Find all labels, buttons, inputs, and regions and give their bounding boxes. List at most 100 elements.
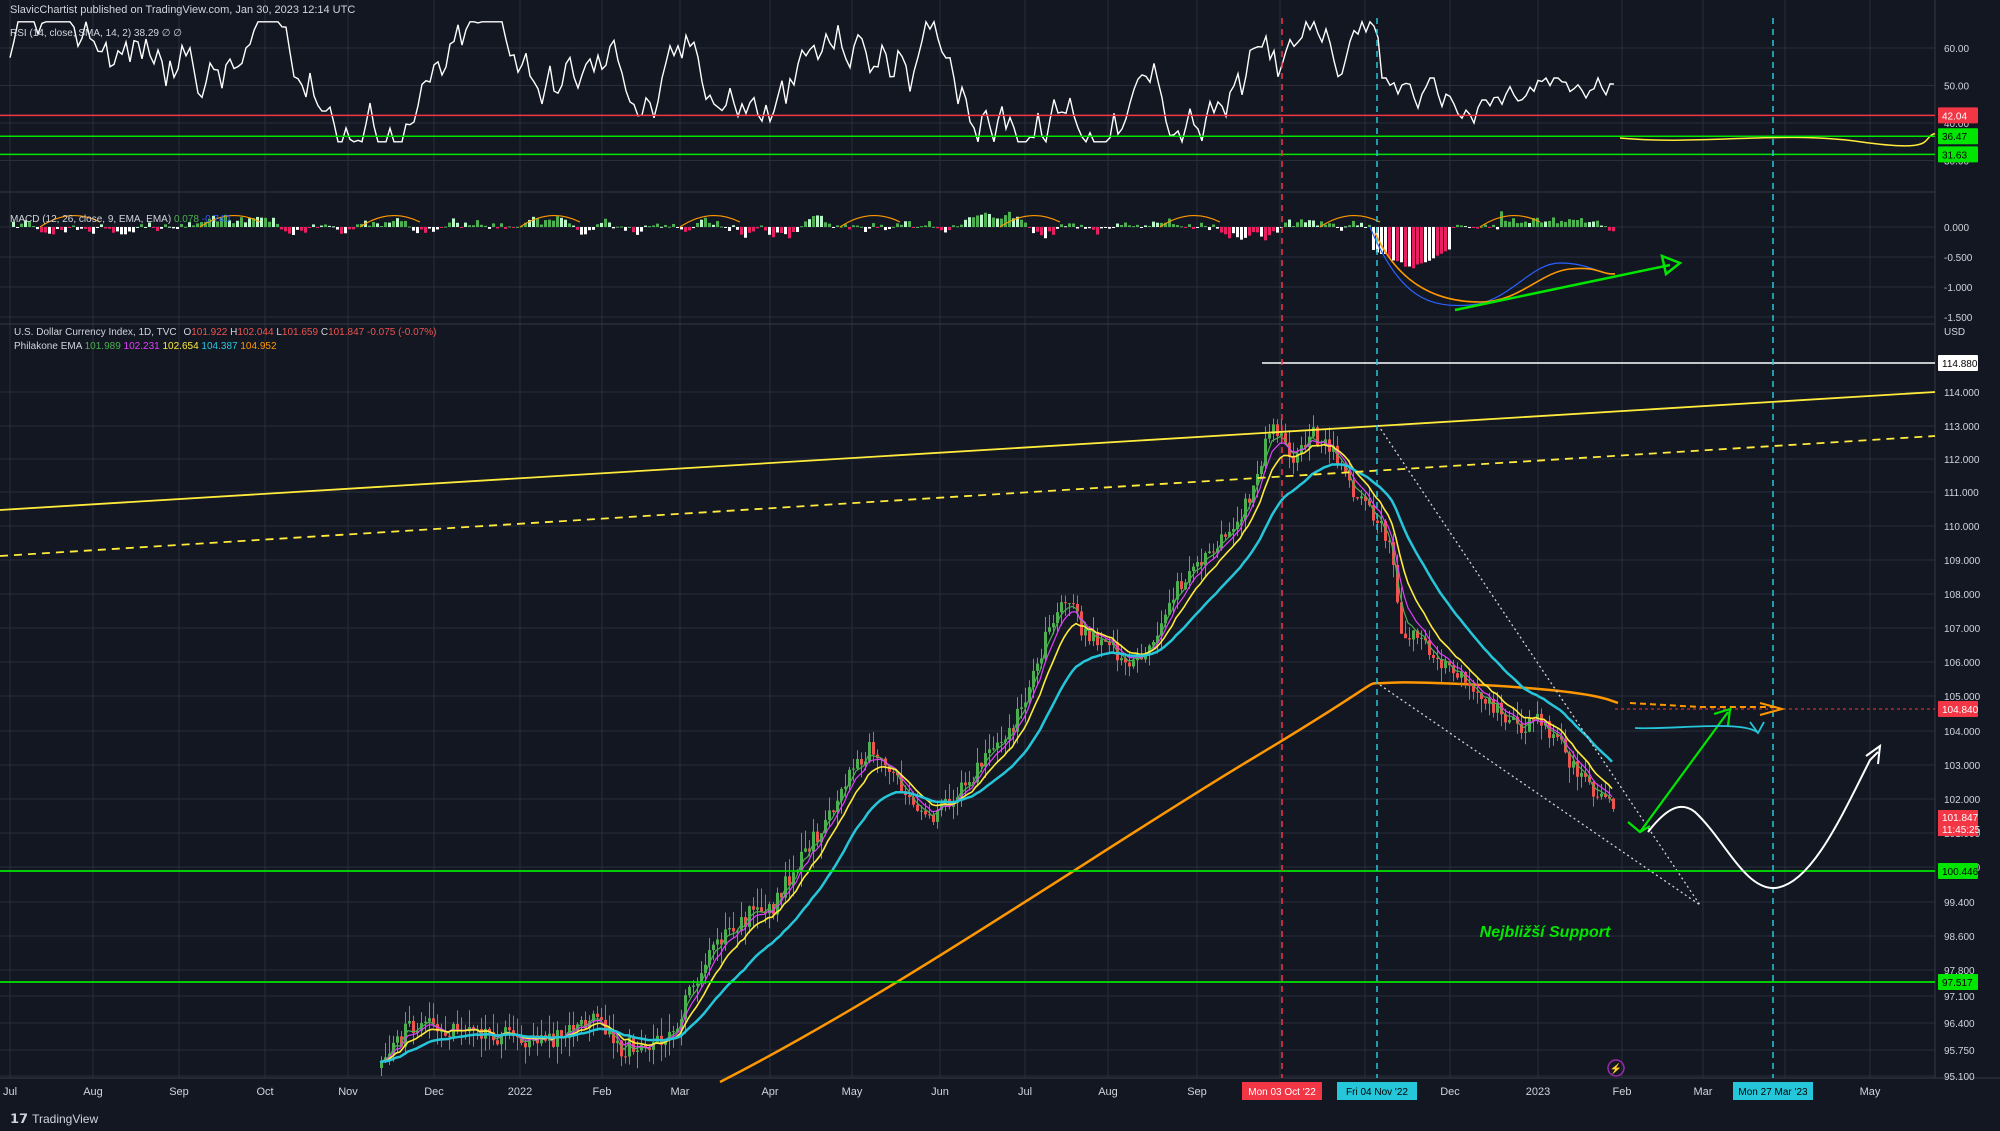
support-annotation: Nejbližší Support (1480, 924, 1611, 941)
macd-legend[interactable]: MACD (12, 26, close, 9, EMA, EMA) 0.078 … (10, 214, 230, 225)
rsi-forecast-line (1619, 132, 1936, 147)
candle-body (1164, 614, 1167, 624)
macd-histogram-bar (64, 227, 67, 233)
candle-body (696, 983, 699, 986)
macd-histogram-bar (504, 227, 507, 229)
ema-title: Philakone EMA (14, 341, 82, 352)
macd-histogram-bar (276, 223, 279, 227)
time-tick-label: Dec (1440, 1086, 1460, 1098)
candle-body (488, 1028, 491, 1033)
macd-histogram-bar (1500, 211, 1503, 227)
macd-histogram-bar (716, 221, 719, 227)
macd-histogram-bar (760, 225, 763, 227)
macd-histogram-bar (524, 222, 527, 227)
macd-histogram-bar (1312, 220, 1315, 227)
macd-histogram-bar (480, 224, 483, 227)
candle-body (788, 876, 791, 886)
candle-body (1160, 623, 1163, 636)
macd-histogram-bar (156, 227, 159, 231)
macd-histogram-bar (804, 221, 807, 227)
macd-histogram-bar (1416, 227, 1419, 265)
macd-histogram-bar (1216, 227, 1219, 229)
macd-histogram-bar (1316, 225, 1319, 227)
macd-histogram-bar (144, 226, 147, 228)
candle-body (932, 814, 935, 822)
macd-histogram-bar (220, 217, 223, 227)
macd-histogram-bar (236, 220, 239, 227)
macd-histogram-bar (92, 227, 95, 234)
macd-histogram-bar (1040, 227, 1043, 236)
macd-histogram-bar (1116, 223, 1119, 227)
macd-histogram-bar (192, 225, 195, 227)
candle-body (1456, 673, 1459, 678)
candle-body (740, 917, 743, 931)
macd-histogram-bar (16, 227, 19, 228)
rsi-tick-label: 40.00 (1944, 119, 1969, 130)
lightning-icon[interactable]: ⚡ (1607, 1059, 1625, 1077)
time-axis[interactable]: Jul Aug Sep Oct Nov Dec 2022 Feb Mar Apr May Jun Jul… (3, 1082, 1881, 1100)
candle-body (628, 1037, 631, 1057)
macd-histogram-bar (1324, 224, 1327, 227)
macd-histogram-bar (980, 214, 983, 227)
time-tick-label: Feb (1613, 1086, 1632, 1098)
candle-body (836, 800, 839, 813)
symbol-legend[interactable]: U.S. Dollar Currency Index, 1D, TVC O101… (14, 327, 436, 338)
macd-histogram-bar (916, 226, 919, 228)
macd-histogram-bar (60, 227, 63, 230)
candle-body (860, 759, 863, 765)
macd-value-1: 0.078 (173, 214, 199, 225)
candle-body (684, 995, 687, 1020)
macd-histogram-bar (248, 218, 251, 227)
macd-histogram-bar (268, 221, 271, 227)
macd-histogram-bar (160, 227, 163, 229)
rsi-legend[interactable]: RSI (14, close, SMA, 14, 2) 38.29 ∅ ∅ (10, 28, 182, 39)
macd-histogram-bar (1328, 223, 1331, 227)
candle-body (1180, 581, 1183, 590)
macd-histogram-bar (1344, 226, 1347, 228)
macd-histogram-bar (1396, 227, 1399, 262)
macd-histogram-bar (1044, 227, 1047, 239)
target-price-badge-bg (1938, 701, 1978, 717)
macd-histogram-bar (576, 227, 579, 230)
macd-histogram-bar (1480, 226, 1483, 228)
rsi-level-badge-bg (1938, 146, 1978, 163)
candle-body (1496, 702, 1499, 713)
candle-body (1568, 752, 1571, 768)
macd-histogram-bar (472, 225, 475, 227)
macd-signal-segment (1319, 214, 1381, 228)
macd-histogram-bar (1352, 220, 1355, 227)
macd-histogram-bar (1060, 224, 1063, 227)
macd-histogram-bar (964, 219, 967, 227)
macd-histogram-bar (976, 215, 979, 227)
candle-body (1196, 562, 1199, 567)
macd-histogram-bar (936, 227, 939, 229)
macd-signal-segment (1159, 214, 1221, 228)
ema-legend[interactable]: Philakone EMA 101.989 102.231 102.654 10… (14, 341, 277, 352)
high-value: 102.044 (237, 327, 274, 338)
candle-body (432, 1018, 435, 1024)
candle-body (472, 1027, 475, 1030)
macd-histogram-bar (488, 227, 491, 229)
macd-histogram-bar (240, 217, 243, 227)
macd-histogram-bar (288, 227, 291, 234)
price-axis[interactable]: 60.0050.0040.0030.000.000-0.500-1.000-1.… (1938, 44, 1981, 1083)
candle-body (1108, 641, 1111, 646)
macd-histogram-bar (1380, 227, 1383, 255)
macd-histogram-bar (184, 226, 187, 228)
macd-histogram-bar (968, 217, 971, 227)
macd-histogram-bar (468, 225, 471, 227)
macd-histogram-bar (1512, 218, 1515, 227)
macd-histogram-bar (1432, 227, 1435, 259)
macd-histogram-bar (416, 227, 419, 234)
candle-body (848, 769, 851, 787)
footer-brand[interactable]: TradingView (32, 1112, 99, 1126)
macd-histogram-bar (1556, 223, 1559, 227)
time-marker-label: Mon 03 Oct '22 (1248, 1087, 1316, 1098)
candle-body (1468, 682, 1471, 687)
candle-body (1204, 553, 1207, 566)
tradingview-logo-icon[interactable]: 𝟭𝟳 (10, 1111, 29, 1126)
candle-body (1292, 456, 1295, 463)
macd-histogram-bar (96, 227, 99, 228)
macd-histogram-bar (452, 218, 455, 227)
macd-histogram-bar (832, 227, 835, 228)
